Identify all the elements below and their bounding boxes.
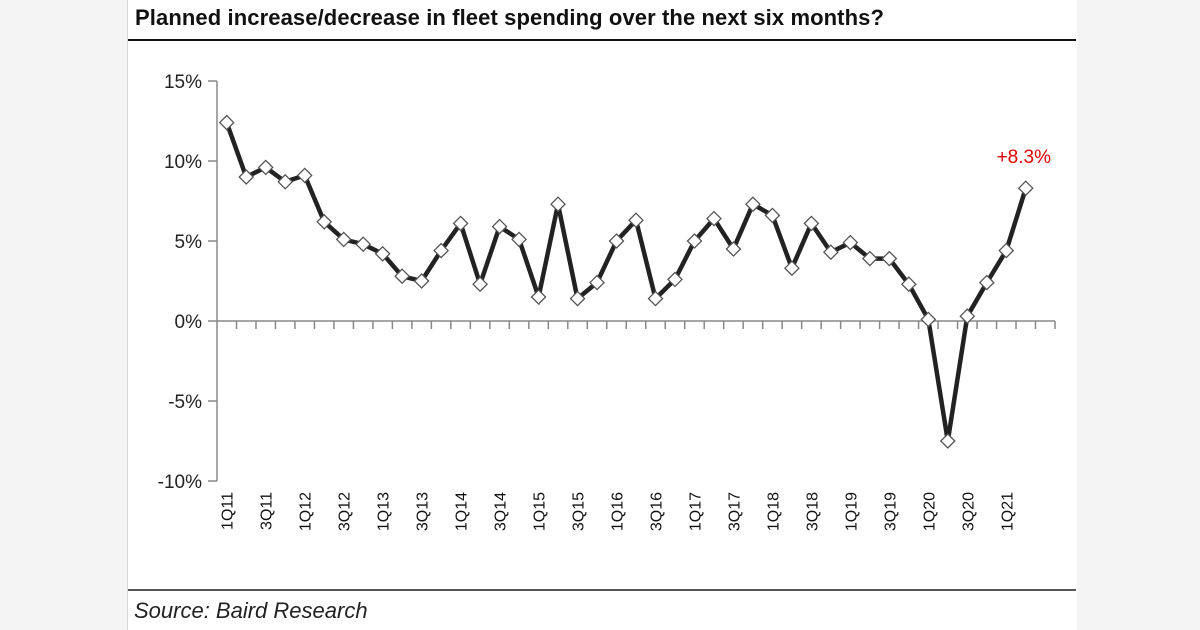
x-tick-label: 1Q16 [610, 492, 627, 531]
data-point-3Q14 [491, 218, 508, 235]
y-axis: 15% 10% 5% 0% -5% -10% [158, 72, 218, 493]
x-tick-label: 1Q14 [454, 492, 471, 531]
x-tick-label: 1Q19 [843, 492, 860, 531]
series-markers [218, 114, 1034, 449]
y-tick-label: 10% [164, 152, 202, 173]
data-point-2Q14 [472, 276, 489, 293]
y-tick-label: 5% [175, 232, 203, 253]
line-chart: 15% 10% 5% 0% -5% -10% 1Q11 3Q11 1Q12 3Q12 1Q13 3Q… [158, 72, 1056, 531]
data-point-3Q20 [959, 308, 976, 325]
data-point-4Q14 [511, 231, 527, 248]
x-tick-label: 1Q15 [532, 492, 549, 531]
x-tick-label: 3Q12 [337, 492, 354, 531]
data-point-3Q16 [647, 290, 664, 307]
data-point-3Q12 [335, 231, 352, 248]
data-point-2Q12 [316, 213, 333, 230]
data-point-4Q11 [277, 173, 294, 190]
data-point-1Q17 [686, 233, 703, 249]
data-point-4Q16 [667, 271, 683, 288]
data-point-1Q16 [608, 233, 625, 249]
y-tick-label: 15% [164, 72, 202, 93]
data-point-2Q16 [628, 212, 644, 229]
source-divider [128, 589, 1076, 591]
x-tick-label: 1Q11 [220, 492, 237, 530]
data-point-1Q21 [998, 242, 1015, 259]
x-tick-label: 1Q17 [687, 492, 704, 531]
data-point-3Q11 [257, 159, 274, 176]
data-point-4Q20 [978, 274, 995, 291]
data-point-4Q17 [745, 196, 761, 213]
x-tick-label: 3Q14 [493, 492, 510, 531]
data-point-4Q19 [900, 276, 917, 293]
x-tick-label: 1Q20 [921, 492, 938, 531]
chart-title: Planned increase/decrease in fleet spend… [135, 5, 885, 30]
x-tick-label: 3Q19 [882, 492, 899, 531]
data-point-2Q20 [939, 433, 956, 449]
data-point-2Q11 [238, 169, 255, 185]
data-point-2Q21 [1017, 180, 1034, 197]
data-point-2Q15 [550, 196, 566, 213]
data-point-3Q18 [803, 215, 820, 232]
x-tick-label: 1Q12 [298, 492, 315, 531]
y-tick-label: 0% [175, 312, 203, 333]
data-point-2Q13 [394, 268, 411, 285]
data-point-3Q15 [569, 290, 586, 307]
x-tick-label: 1Q13 [376, 492, 393, 531]
data-point-4Q18 [822, 244, 839, 261]
x-tick-label: 3Q11 [259, 492, 276, 530]
x-tick-label: 3Q16 [648, 492, 665, 531]
data-point-2Q19 [861, 250, 878, 267]
data-point-1Q18 [764, 207, 781, 224]
data-point-1Q13 [374, 245, 391, 262]
x-tick-label: 3Q17 [726, 492, 743, 531]
data-point-4Q12 [355, 236, 372, 253]
y-tick-label: -10% [158, 472, 202, 493]
x-tick-label: 1Q18 [765, 492, 782, 531]
data-point-1Q12 [296, 167, 313, 184]
x-tick-label: 3Q18 [804, 492, 821, 531]
data-point-1Q11 [218, 114, 235, 131]
data-point-2Q17 [706, 210, 722, 227]
data-point-2Q18 [783, 260, 800, 277]
data-point-3Q13 [413, 273, 430, 289]
x-tick-label: 3Q20 [960, 492, 977, 531]
data-point-4Q13 [433, 242, 450, 259]
chart-panel: Planned increase/decrease in fleet spend… [127, 0, 1077, 630]
annotations: +8.3% [997, 147, 1052, 168]
x-tick-label: 1Q21 [999, 492, 1016, 531]
data-point-1Q19 [842, 234, 859, 251]
title-divider [128, 39, 1076, 41]
x-axis: 1Q11 3Q11 1Q12 3Q12 1Q13 3Q13 1Q14 3Q14 1Q15 3Q15… [217, 320, 1056, 531]
data-point-1Q14 [452, 215, 469, 232]
x-tick-label: 3Q13 [415, 492, 432, 531]
data-point-4Q15 [589, 274, 605, 291]
y-tick-label: -5% [168, 392, 202, 413]
data-point-1Q15 [530, 289, 547, 305]
data-point-1Q20 [920, 311, 937, 328]
annotation-label: +8.3% [997, 147, 1052, 168]
x-tick-label: 3Q15 [571, 492, 588, 531]
data-point-3Q19 [881, 250, 898, 267]
source-note: Source: Baird Research [134, 598, 368, 623]
data-point-3Q17 [725, 241, 742, 257]
